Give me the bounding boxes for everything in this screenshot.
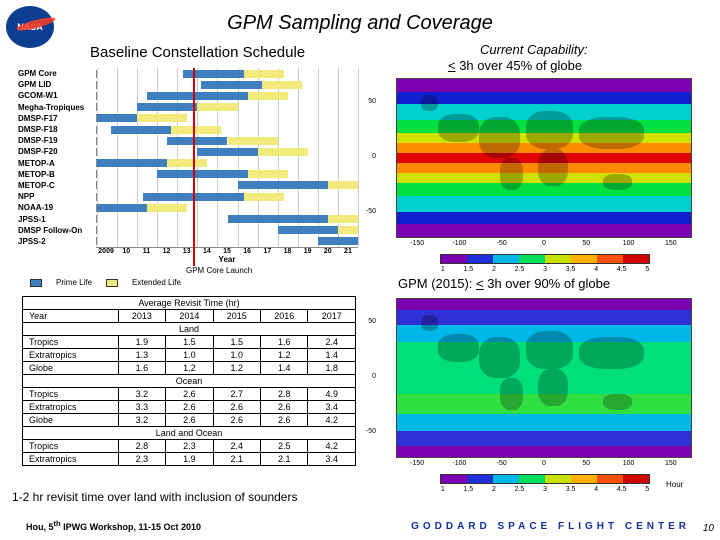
subtitle-schedule: Baseline Constellation Schedule <box>90 44 305 61</box>
extended-swatch <box>106 279 118 287</box>
page-number: 10 <box>703 523 714 534</box>
gantt-row: NPP <box>18 191 358 202</box>
gantt-row: METOP-C <box>18 180 358 191</box>
center-name: GODDARD SPACE FLIGHT CENTER <box>411 521 690 532</box>
gantt-row: JPSS-1 <box>18 213 358 224</box>
capability-rest: 3h over 45% of globe <box>456 58 582 73</box>
revisit-table: Average Revisit Time (hr)Year20132014201… <box>22 296 356 466</box>
gpm-2015-label: GPM (2015): < 3h over 90% of globe <box>398 276 610 291</box>
gantt-row: DMSP-F20 <box>18 146 358 157</box>
map2-lon: -150-100-50050100150 <box>396 460 692 467</box>
colorbar-1-labels: 11.522.533.544.55 <box>430 266 660 273</box>
hour-label: Hour <box>666 480 683 489</box>
map-2015 <box>396 298 692 458</box>
g-a: GPM (2015): <box>398 276 476 291</box>
gantt-chart: GPM CoreGPM LIDGCOM-W1Megha-TropiquesDMS… <box>18 68 358 264</box>
gantt-row: METOP-B <box>18 169 358 180</box>
citation: Hou, 5th IPWG Workshop, 11-15 Oct 2010 <box>26 519 201 532</box>
gantt-row: METOP-A <box>18 158 358 169</box>
gantt-row: NOAA-19 <box>18 202 358 213</box>
gantt-row: GPM LID <box>18 79 358 90</box>
capability-label: Current Capability: <box>480 42 588 57</box>
lt-sign: < <box>448 58 456 73</box>
gantt-row: DMSP Follow-On <box>18 225 358 236</box>
page-title: GPM Sampling and Coverage <box>0 12 720 35</box>
g-b: < <box>476 276 484 291</box>
gantt-row: Megha-Tropiques <box>18 102 358 113</box>
map1-lon: -150-100-50050100150 <box>396 240 692 247</box>
cite-c: IPWG Workshop, 11-15 Oct 2010 <box>61 522 201 532</box>
g-c: 3h over 90% of globe <box>484 276 610 291</box>
map-current <box>396 78 692 238</box>
cite-sup: th <box>54 519 61 528</box>
gantt-row: DMSP-F19 <box>18 135 358 146</box>
gantt-row: GCOM-W1 <box>18 90 358 101</box>
extended-label: Extended Life <box>132 278 181 287</box>
colorbar-2 <box>440 474 650 484</box>
gantt-row: GPM Core <box>18 68 358 79</box>
colorbar-2-labels: 11.522.533.544.55 <box>430 486 660 493</box>
gantt-row: DMSP-F18 <box>18 124 358 135</box>
footnote: 1-2 hr revisit time over land with inclu… <box>12 490 297 504</box>
gantt-legend: Prime Life Extended Life <box>30 278 181 287</box>
cite-a: Hou, 5 <box>26 522 54 532</box>
gantt-row: JPSS-2 <box>18 236 358 247</box>
prime-swatch <box>30 279 42 287</box>
gantt-row: DMSP-F17 <box>18 113 358 124</box>
capability-text: < 3h over 45% of globe <box>448 58 582 73</box>
colorbar-1 <box>440 254 650 264</box>
prime-label: Prime Life <box>56 278 92 287</box>
core-launch-label: GPM Core Launch <box>186 266 252 275</box>
launch-line <box>193 68 195 266</box>
